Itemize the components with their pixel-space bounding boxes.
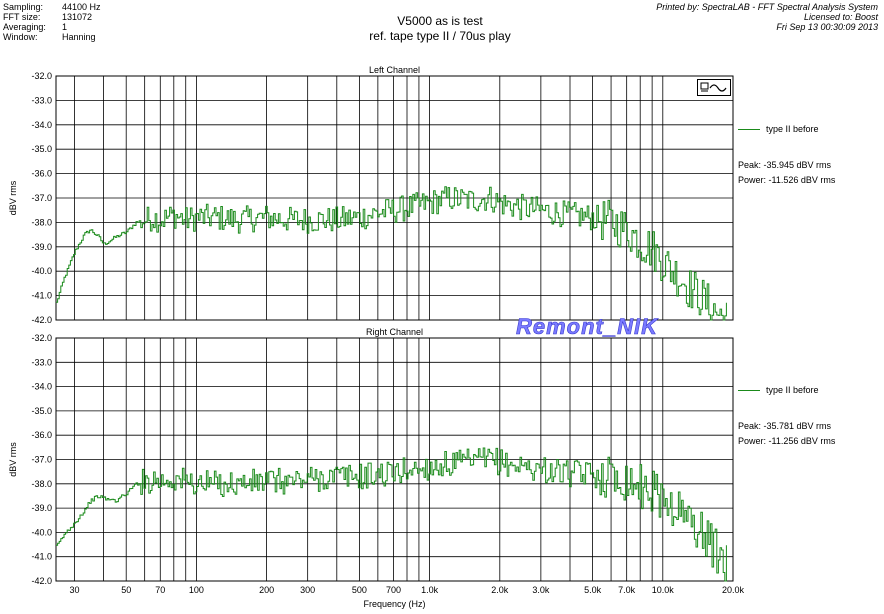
y-tick-label: -40.0 [31, 527, 52, 537]
right-power: Power: -11.256 dBV rms [738, 436, 836, 446]
fft-size-label: FFT size: [3, 12, 41, 22]
right-legend: type II before [738, 385, 819, 396]
print-date: Fri Sep 13 00:30:09 2013 [776, 22, 878, 32]
x-tick-label: 700 [386, 585, 401, 595]
printer-wave-icon-svg [700, 82, 727, 92]
x-tick-label: 20.0k [722, 585, 745, 595]
x-tick-label: 500 [352, 585, 367, 595]
licensed-to: Licensed to: Boost [803, 12, 878, 22]
panel-title: Left Channel [369, 65, 420, 75]
y-tick-label: -37.0 [31, 193, 52, 203]
plot-frame [55, 337, 734, 582]
left-legend: type II before [738, 124, 819, 135]
left-peak: Peak: -35.945 dBV rms [738, 160, 832, 170]
series-line [56, 447, 727, 582]
x-tick-label: 1.0k [421, 585, 439, 595]
y-tick-label: -34.0 [31, 120, 52, 130]
y-tick-label: -41.0 [31, 552, 52, 562]
left-power: Power: -11.526 dBV rms [738, 175, 836, 185]
y-tick-label: -39.0 [31, 242, 52, 252]
watermark: Remont_NIK [516, 314, 659, 340]
x-tick-label: 200 [259, 585, 274, 595]
y-tick-label: -42.0 [31, 576, 52, 586]
sampling-label: Sampling: [3, 2, 44, 12]
window-label: Window: [3, 32, 38, 42]
y-tick-label: -40.0 [31, 266, 52, 276]
x-tick-label: 2.0k [491, 585, 509, 595]
y-tick-label: -35.0 [31, 144, 52, 154]
averaging-label: Averaging: [3, 22, 46, 32]
x-tick-label: 100 [189, 585, 204, 595]
right-peak: Peak: -35.781 dBV rms [738, 421, 832, 431]
y-tick-label: -34.0 [31, 382, 52, 392]
sampling-value: 44100 Hz [62, 2, 101, 12]
left-legend-label: type II before [766, 124, 819, 134]
x-axis-label: Frequency (Hz) [363, 599, 425, 609]
x-tick-label: 30 [69, 585, 79, 595]
averaging-value: 1 [62, 22, 68, 32]
x-tick-label: 3.0k [532, 585, 550, 595]
y-tick-label: -36.0 [31, 430, 52, 440]
x-tick-label: 7.0k [618, 585, 636, 595]
right-legend-label: type II before [766, 385, 819, 395]
legend-swatch [738, 129, 760, 131]
y-tick-label: -41.0 [31, 291, 52, 301]
y-tick-label: -42.0 [31, 315, 52, 325]
legend-swatch [738, 390, 760, 392]
fft-size-value: 131072 [62, 12, 93, 22]
chart-subtitle: ref. tape type II / 70us play [369, 29, 511, 43]
panel-title: Right Channel [366, 327, 423, 337]
window-value: Hanning [62, 32, 96, 42]
y-tick-label: -32.0 [31, 333, 52, 343]
x-tick-label: 300 [300, 585, 315, 595]
y-tick-label: -32.0 [31, 71, 52, 81]
y-tick-label: -33.0 [31, 95, 52, 105]
x-tick-label: 50 [121, 585, 131, 595]
y-axis-label: dBV rms [8, 180, 18, 215]
series-line [56, 186, 727, 321]
y-tick-label: -37.0 [31, 455, 52, 465]
x-tick-label: 10.0k [652, 585, 675, 595]
y-tick-label: -36.0 [31, 169, 52, 179]
plot-frame [55, 75, 734, 321]
printed-by: Printed by: SpectraLAB - FFT Spectral An… [656, 2, 878, 12]
y-tick-label: -38.0 [31, 217, 52, 227]
y-tick-label: -33.0 [31, 357, 52, 367]
chart-title: V5000 as is test [397, 14, 483, 28]
y-axis-label: dBV rms [8, 442, 18, 477]
x-tick-label: 70 [155, 585, 165, 595]
y-tick-label: -35.0 [31, 406, 52, 416]
y-tick-label: -39.0 [31, 503, 52, 513]
settings-block: Sampling: 44100 Hz FFT size: 131072 Aver… [0, 2, 160, 44]
x-tick-label: 5.0k [584, 585, 602, 595]
printer-wave-icon[interactable] [697, 79, 731, 96]
y-tick-label: -38.0 [31, 479, 52, 489]
